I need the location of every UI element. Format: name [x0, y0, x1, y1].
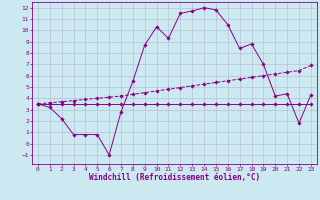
X-axis label: Windchill (Refroidissement éolien,°C): Windchill (Refroidissement éolien,°C)	[89, 173, 260, 182]
